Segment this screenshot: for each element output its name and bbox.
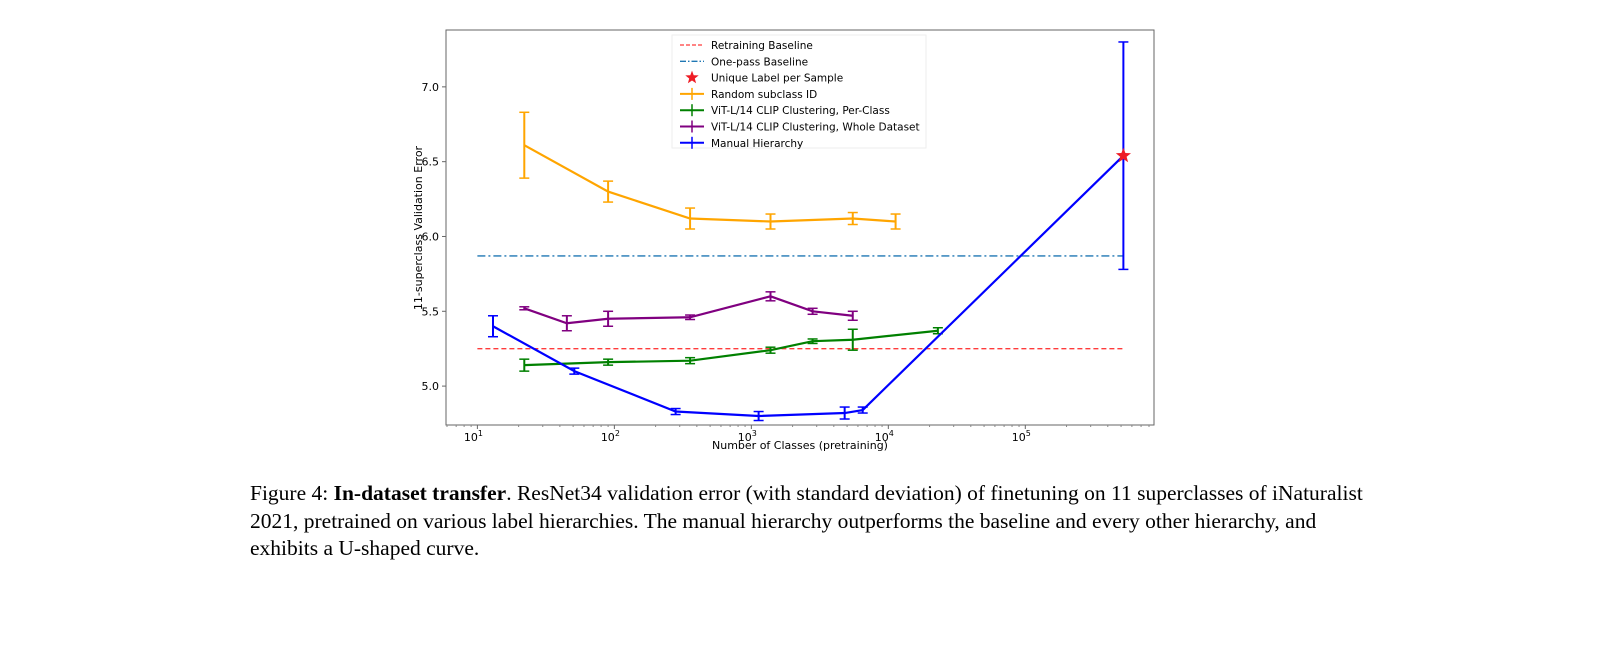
error-bar	[603, 310, 614, 327]
caption-bold-title: In-dataset transfer	[333, 481, 507, 505]
error-bar	[847, 328, 858, 351]
error-bar	[561, 315, 572, 332]
caption-prefix: Figure 4:	[250, 481, 334, 505]
series-line	[523, 144, 896, 223]
error-bar	[519, 358, 530, 372]
error-bar	[685, 207, 696, 230]
y-tick-label: 5.0	[422, 380, 440, 393]
legend-entry: Retraining Baseline	[711, 40, 813, 52]
y-tick-label: 6.0	[422, 230, 440, 243]
legend: Retraining Baseline One-pass Baseline Uniq…	[671, 34, 927, 150]
plot-frame	[445, 29, 1155, 426]
error-bar	[765, 346, 776, 354]
error-bar	[847, 310, 858, 322]
error-bar	[519, 111, 530, 179]
x-axis-label: Number of Classes (pretraining)	[712, 439, 888, 452]
legend-entry: ViT-L/14 CLIP Clustering, Per-Class	[711, 105, 890, 117]
y-tick-label: 7.0	[422, 81, 440, 94]
legend-entry: ViT-L/14 CLIP Clustering, Whole Dataset	[711, 122, 920, 134]
legend-entry: Manual Hierarchy	[711, 138, 803, 150]
legend-entry: Unique Label per Sample	[711, 73, 843, 85]
x-tick-label: 102	[601, 429, 620, 444]
series-line	[524, 329, 938, 367]
figure-caption: Figure 4: In-dataset transfer. ResNet34 …	[250, 480, 1380, 563]
x-tick-label: 101	[464, 429, 483, 444]
error-bar	[603, 358, 614, 366]
error-bar	[857, 406, 868, 414]
legend-entry: Random subclass ID	[711, 89, 817, 101]
star-marker	[1115, 147, 1131, 163]
caption-text: . ResNet34 validation error (with standa…	[250, 481, 1363, 560]
legend-box	[671, 34, 927, 149]
error-bar	[765, 291, 776, 302]
error-bar	[603, 180, 614, 203]
series-line	[492, 154, 1125, 418]
error-bar	[685, 314, 696, 321]
error-bar	[569, 367, 580, 375]
error-bar	[519, 306, 530, 311]
y-tick-label: 5.5	[422, 305, 440, 318]
error-bar	[670, 407, 681, 416]
error-bar	[839, 406, 850, 420]
error-bar	[807, 307, 818, 316]
legend-entry: One-pass Baseline	[711, 56, 808, 68]
error-bar	[807, 338, 818, 345]
error-bar	[765, 213, 776, 230]
legend-star-icon	[685, 70, 699, 84]
error-bar	[487, 315, 498, 338]
x-tick-label: 105	[1012, 429, 1031, 444]
error-bar	[890, 213, 901, 230]
y-tick-label: 6.5	[422, 156, 440, 169]
y-axis-label: 11-superclass Validation Error	[412, 145, 425, 310]
error-bar	[753, 410, 764, 422]
error-bar	[847, 211, 858, 226]
error-bar	[685, 356, 696, 365]
